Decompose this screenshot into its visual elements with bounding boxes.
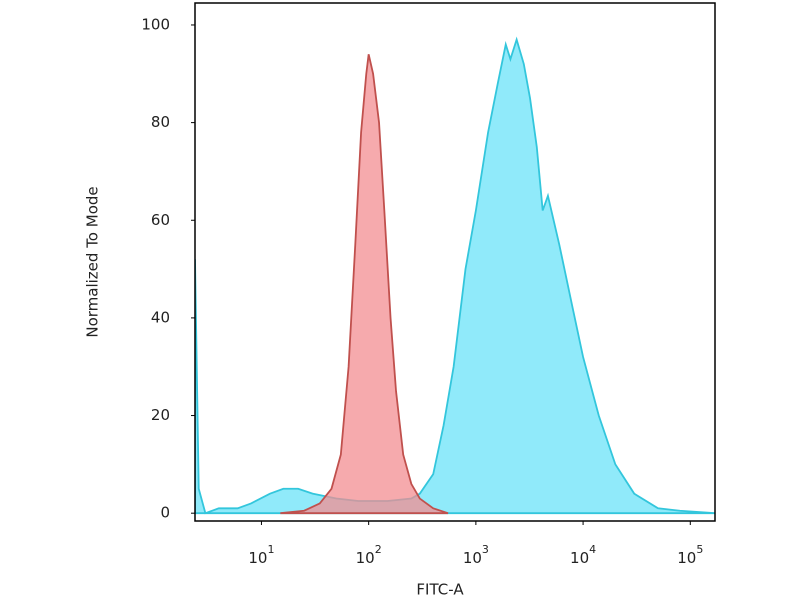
tick-exponent: 4 <box>589 543 596 556</box>
tick-exponent: 1 <box>267 543 274 556</box>
x-tick-label: 105 <box>677 543 703 567</box>
tick-exponent: 3 <box>482 543 489 556</box>
x-tick-label: 103 <box>463 543 489 567</box>
tick-base: 10 <box>248 549 267 567</box>
plot-area <box>195 36 715 515</box>
tick-exponent: 2 <box>375 543 382 556</box>
x-tick-label: 101 <box>248 543 274 567</box>
y-tick-label: 60 <box>151 211 170 229</box>
x-tick-label: 104 <box>570 543 596 567</box>
tick-base: 10 <box>570 549 589 567</box>
tick-base: 10 <box>677 549 696 567</box>
x-tick-label: 102 <box>356 543 382 567</box>
area <box>280 54 449 515</box>
x-axis-label: FITC-A <box>416 581 464 599</box>
y-tick-label: 100 <box>141 15 170 33</box>
y-tick-label: 0 <box>160 504 170 522</box>
y-tick-label: 20 <box>151 406 170 424</box>
area <box>195 36 715 515</box>
tick-base: 10 <box>463 549 482 567</box>
tick-exponent: 5 <box>696 543 703 556</box>
plot-frame <box>194 2 716 522</box>
y-tick-label: 40 <box>151 308 170 326</box>
y-axis-label: Normalized To Mode <box>84 186 102 337</box>
tick-base: 10 <box>356 549 375 567</box>
y-tick-label: 80 <box>151 113 170 131</box>
